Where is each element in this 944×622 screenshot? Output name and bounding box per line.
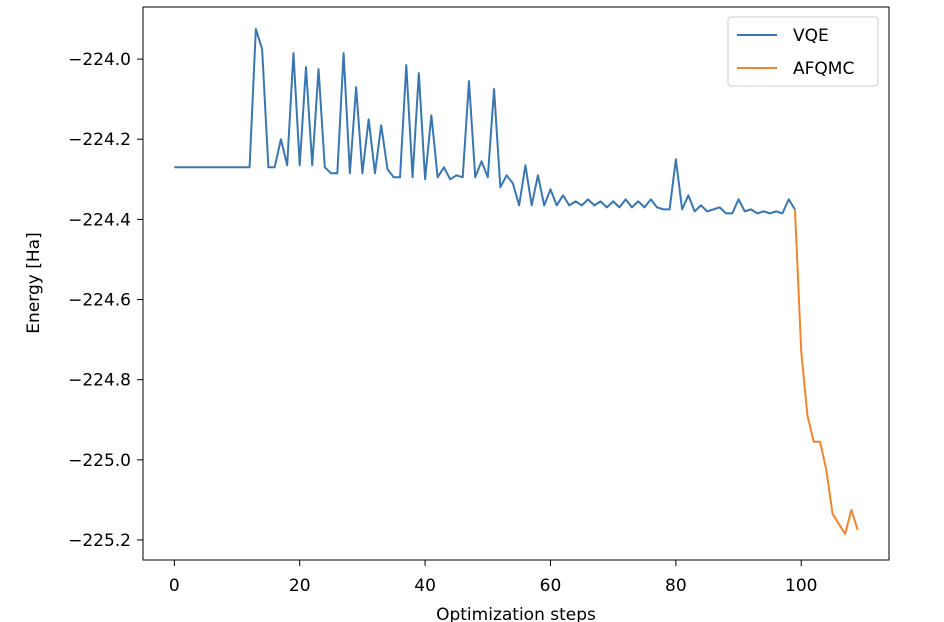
plot-frame <box>142 6 890 561</box>
y-tick-label: −225.0 <box>68 451 131 471</box>
y-tick-label: −224.6 <box>68 291 131 311</box>
x-axis-label: Optimization steps <box>436 605 596 622</box>
x-tick-label: 80 <box>665 576 687 596</box>
y-axis-label: Energy [Ha] <box>24 232 44 333</box>
y-tick-label: −224.2 <box>68 130 131 150</box>
legend-label-vqe: VQE <box>793 26 829 46</box>
y-tick-label: −225.2 <box>68 531 131 551</box>
y-tick-label: −224.8 <box>68 371 131 391</box>
series-layer <box>174 28 859 535</box>
x-tick-label: 100 <box>785 576 817 596</box>
legend-label-afqmc: AFQMC <box>793 59 854 79</box>
x-tick-label: 20 <box>289 576 311 596</box>
x-tick-label: 40 <box>414 576 436 596</box>
y-axis-ticks: −224.0 −224.2 −224.4 −224.6 −224.8 −225.0 −225… <box>68 50 143 551</box>
y-tick-label: −224.0 <box>68 50 131 70</box>
legend: VQE AFQMC <box>727 16 879 87</box>
series-line-afqmc <box>793 209 859 535</box>
x-tick-label: 0 <box>169 576 180 596</box>
x-axis-ticks: 0 20 40 60 80 100 <box>169 560 817 596</box>
x-tick-label: 60 <box>540 576 562 596</box>
series-line-vqe <box>174 28 796 215</box>
y-tick-label: −224.4 <box>68 210 131 230</box>
